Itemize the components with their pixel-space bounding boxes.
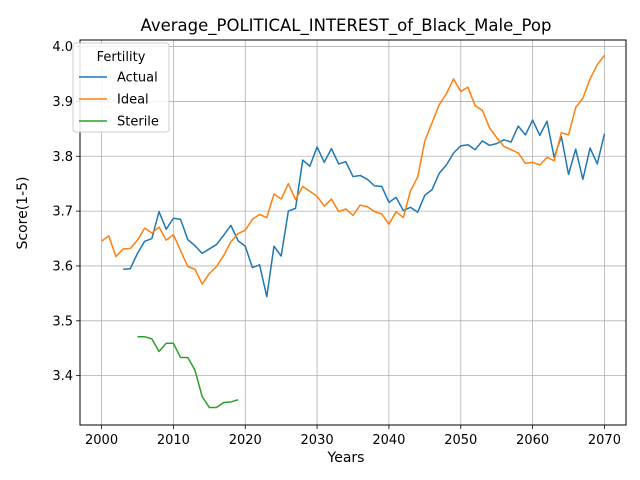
legend-label-sterile: Sterile [117,115,159,130]
legend: Fertility Actual Ideal Sterile [72,42,170,133]
y-tick-label: 4.0 [52,40,73,55]
x-tick-label: 2030 [301,433,334,448]
plot-frame [79,39,627,426]
series-layer [101,54,606,409]
legend-label-actual: Actual [117,71,158,86]
x-tick-label: 2020 [229,433,262,448]
legend-entries: Actual Ideal Sterile [79,71,159,130]
legend-label-ideal: Ideal [117,93,149,108]
x-tick-label: 2050 [444,433,477,448]
x-tick-label: 2040 [372,433,405,448]
x-tick-label: 2070 [588,433,621,448]
x-tick-label: 2060 [516,433,549,448]
x-axis-ticks: 2000 2010 2020 2030 2040 2050 2060 2070 [85,425,621,448]
y-tick-label: 3.8 [52,150,73,165]
y-tick-label: 3.5 [52,314,73,329]
y-axis-label: Score(1-5) [15,176,31,249]
y-tick-label: 3.4 [52,369,73,384]
chart-title: Average_POLITICAL_INTEREST_of_Black_Male… [141,16,552,36]
gridlines [80,40,626,425]
x-tick-label: 2010 [157,433,190,448]
y-tick-label: 3.7 [52,205,73,220]
series-line-actual [123,119,606,298]
y-axis-ticks: 3.4 3.5 3.6 3.7 3.8 3.9 4.0 [52,40,80,384]
series-line-sterile [137,335,239,409]
x-tick-label: 2000 [85,433,118,448]
legend-title: Fertility [97,50,146,65]
y-tick-label: 3.9 [52,95,73,110]
series-line-ideal [101,54,606,285]
x-axis-label: Years [327,450,365,466]
y-tick-label: 3.6 [52,259,73,274]
legend-box [72,42,170,133]
